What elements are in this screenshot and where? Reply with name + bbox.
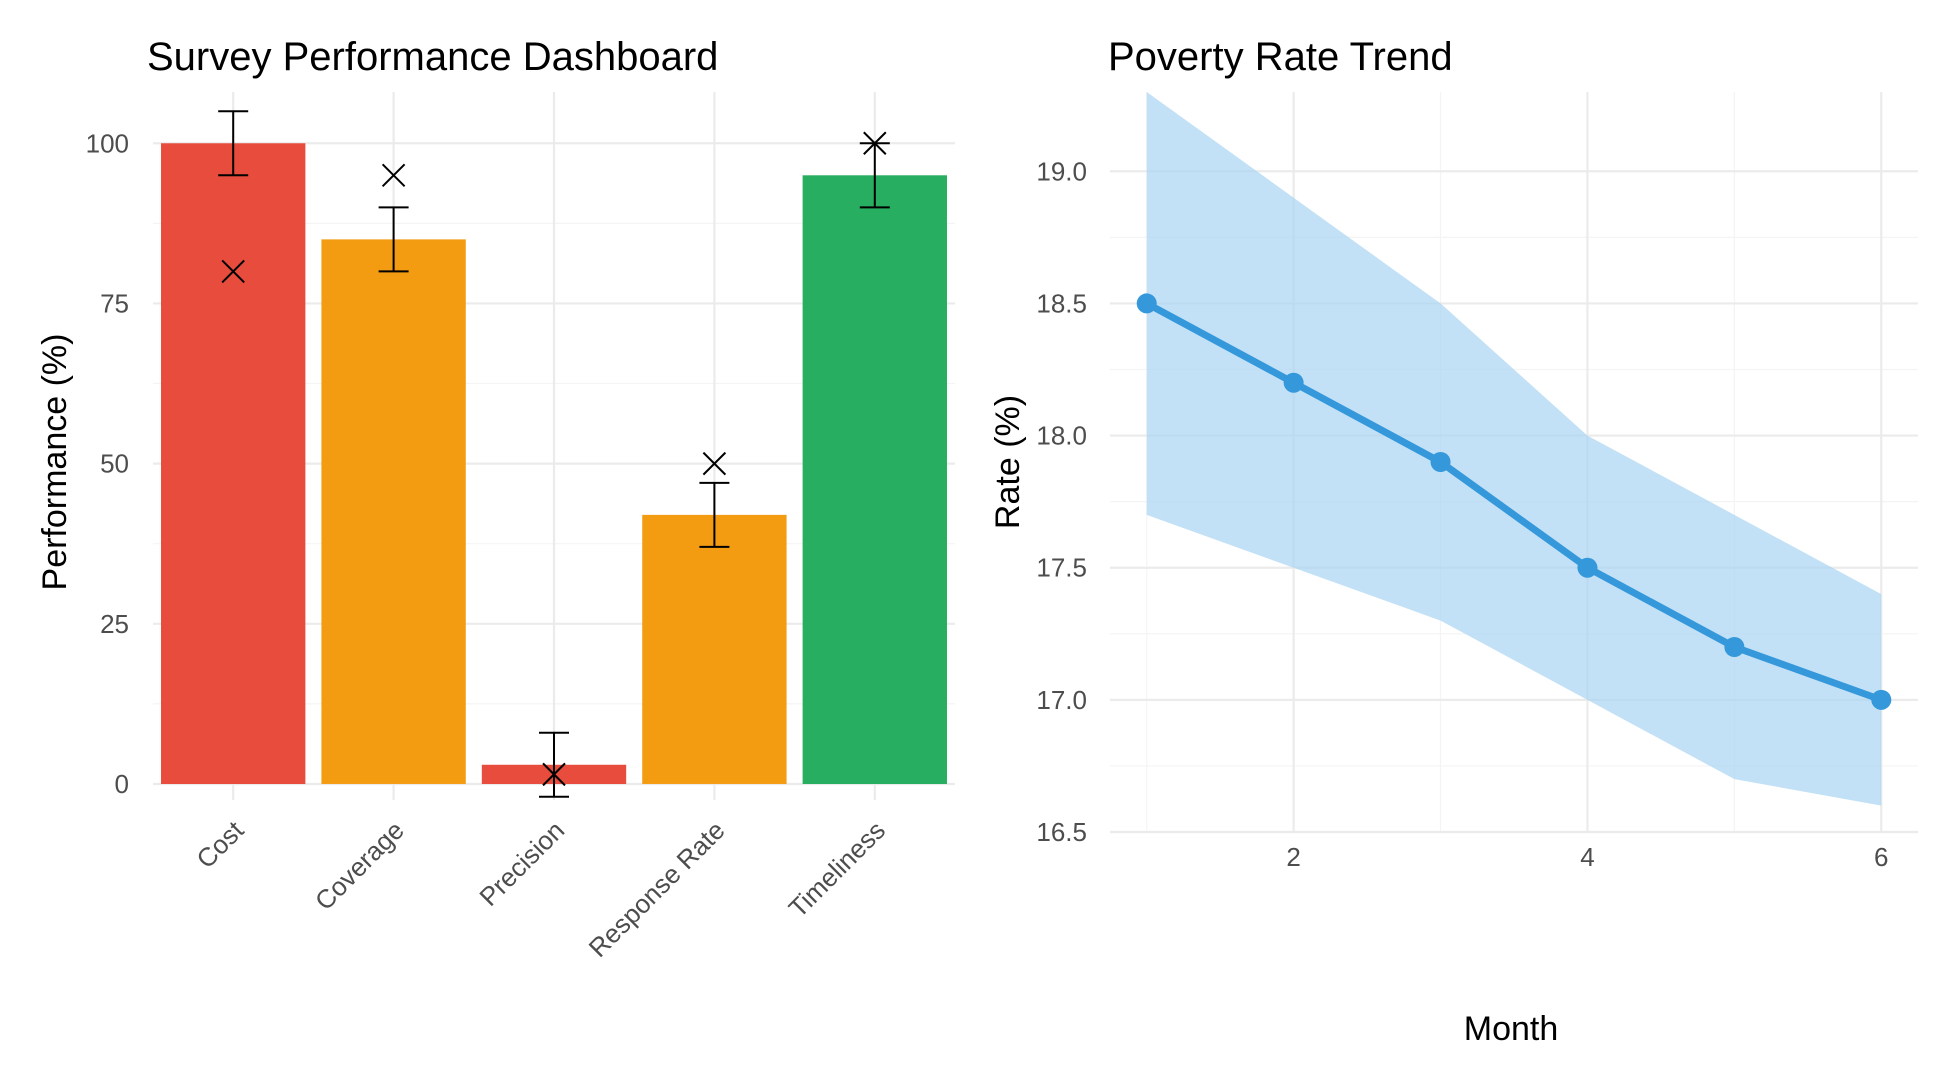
bar-chart-y-axis-title: Performance (%) [36, 334, 74, 591]
bar-chart-y-ticks: 0 25 50 75 100 [86, 128, 129, 799]
line-y-tick-label: 18.0 [1036, 421, 1087, 451]
confidence-band [1146, 92, 1882, 806]
bar-y-tick-label: 75 [100, 288, 129, 318]
line-chart-y-ticks: 16.5 17.0 17.5 18.0 18.5 19.0 [1036, 156, 1087, 847]
line-chart-x-ticks: 2 4 6 [1286, 842, 1888, 872]
line-y-tick-label: 17.5 [1036, 553, 1087, 583]
line-y-tick-label: 16.5 [1036, 817, 1087, 847]
data-point [1283, 372, 1304, 393]
bar-response-rate [642, 514, 787, 784]
data-point [1577, 557, 1598, 578]
error-bar [539, 731, 569, 798]
data-point [1136, 293, 1157, 314]
line-x-tick-label: 6 [1874, 842, 1888, 872]
target-marker [381, 163, 406, 188]
line-chart-y-axis-title: Rate (%) [989, 395, 1027, 529]
error-bar [378, 206, 409, 273]
bar-y-tick-label: 50 [100, 449, 129, 479]
bar-y-tick-label: 25 [100, 609, 129, 639]
bar-y-tick-label: 0 [115, 769, 129, 799]
bar-chart-x-ticks: Cost Coverage Precision Response Rate Timeli… [190, 814, 891, 962]
data-point [1430, 452, 1451, 472]
line-y-tick-label: 18.5 [1036, 288, 1087, 318]
data-point [1724, 637, 1745, 657]
target-marker-stroke [702, 451, 727, 476]
target-marker-stroke [221, 259, 245, 284]
target-marker-stroke [863, 131, 887, 155]
target-marker [863, 131, 887, 155]
line-chart-marks [1136, 92, 1892, 806]
target-marker [702, 451, 727, 476]
line-chart-x-axis-title: Month [1464, 1010, 1559, 1048]
poverty-rate-line [1143, 299, 1885, 704]
error-bar [699, 481, 730, 548]
bar-timeliness [802, 175, 947, 784]
bar-y-tick-label: 100 [86, 128, 129, 158]
target-marker-stroke [381, 163, 406, 188]
line-y-tick-label: 19.0 [1036, 156, 1087, 186]
bar-x-tick-label: Cost [190, 814, 250, 874]
line-x-tick-label: 4 [1580, 842, 1594, 872]
bar-chart-panel: 0 25 50 75 100 Cost Coverage Precision Response… [36, 35, 955, 963]
error-bar [218, 110, 249, 177]
line-chart-title: Poverty Rate Trend [1108, 35, 1453, 79]
line-x-tick-label: 2 [1286, 842, 1300, 872]
bar-x-tick-label: Timeliness [783, 815, 891, 923]
bar-chart-marks [161, 110, 947, 798]
bar-x-tick-label: Response Rate [583, 815, 731, 963]
bar-chart-title: Survey Performance Dashboard [147, 35, 718, 79]
data-point [1871, 689, 1892, 710]
target-marker-stroke [542, 762, 566, 787]
bar-coverage [321, 239, 466, 784]
bar-cost [161, 143, 306, 784]
target-marker [221, 259, 245, 284]
line-chart-panel: 16.5 17.0 17.5 18.0 18.5 19.0 2 4 6 Poverty Rat… [989, 35, 1918, 1048]
bar-x-tick-label: Coverage [309, 815, 410, 916]
target-marker [542, 762, 566, 787]
line-y-tick-label: 17.0 [1036, 685, 1087, 715]
bar-x-tick-label: Precision [473, 815, 570, 912]
